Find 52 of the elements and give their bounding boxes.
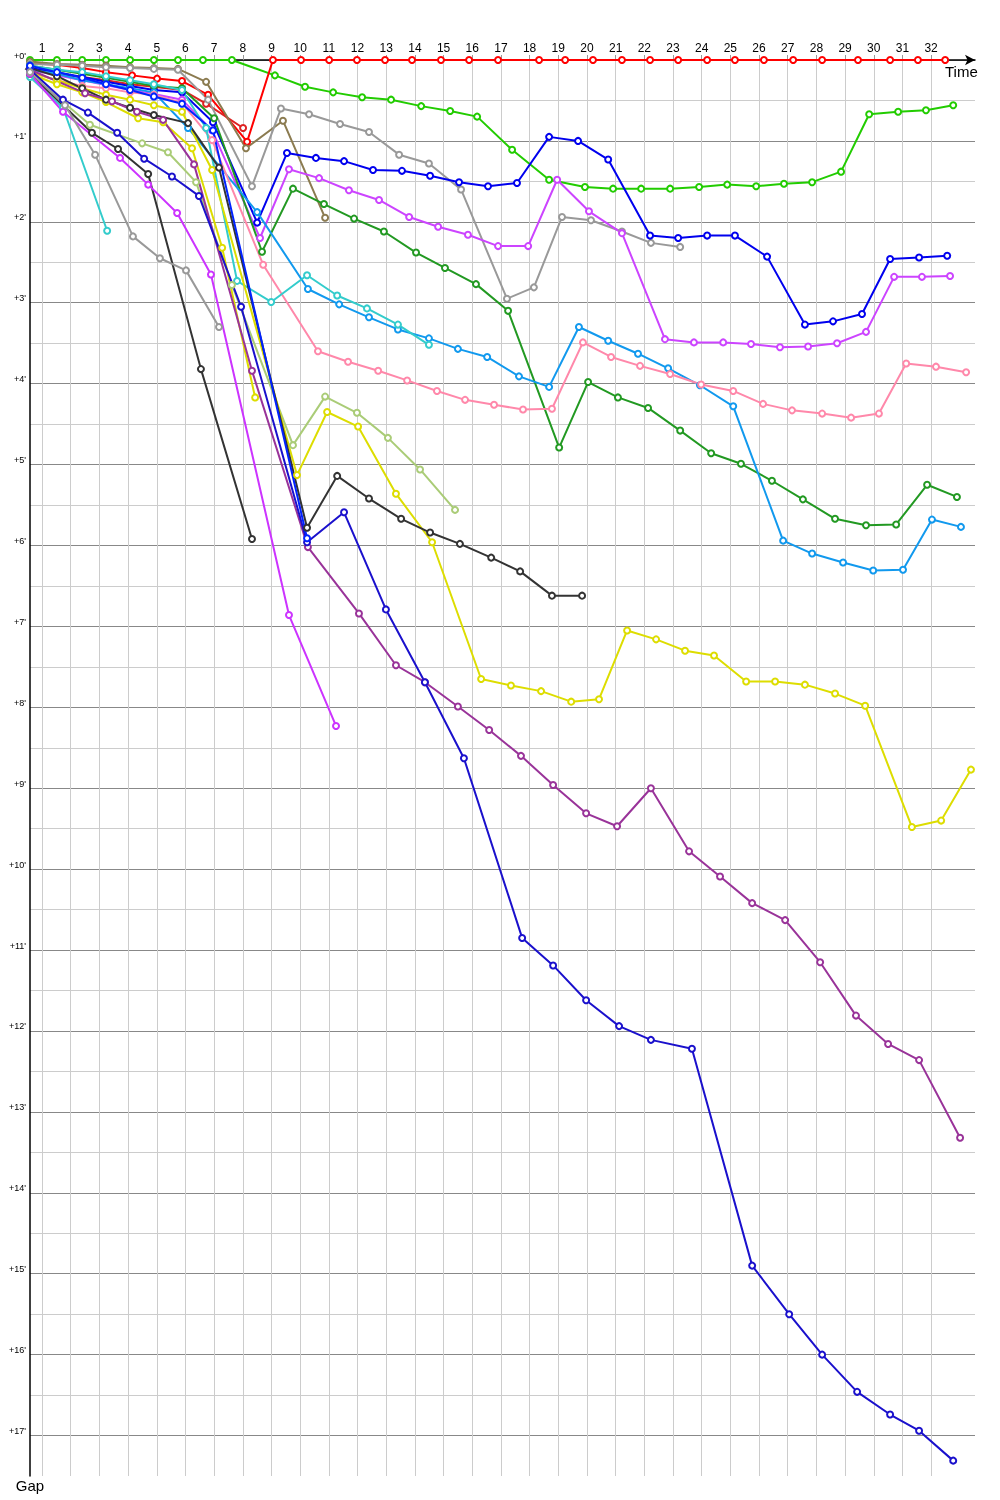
y-tick-label: +11'	[9, 940, 27, 951]
x-tick-label: 6	[182, 41, 190, 55]
x-tick-label: 19	[551, 41, 566, 55]
x-axis-title: Time	[945, 63, 978, 80]
y-tick-label: +7'	[14, 616, 27, 627]
y-tick-label: +3'	[14, 293, 27, 304]
x-tick-label: 22	[637, 41, 652, 55]
x-tick-label: 7	[210, 41, 218, 55]
y-tick-label: +4'	[14, 374, 27, 385]
y-tick-label: +10'	[9, 859, 27, 870]
x-tick-label: 11	[322, 41, 336, 55]
x-tick-label: 12	[350, 41, 365, 55]
x-tick-label: 16	[465, 41, 480, 55]
y-axis-title: Gap	[15, 1477, 45, 1494]
x-tick-label: 10	[293, 41, 308, 55]
y-tick-label: +12'	[9, 1021, 27, 1032]
x-tick-label: 24	[695, 41, 709, 55]
x-tick-label: 26	[752, 41, 767, 55]
x-tick-label: 18	[522, 41, 537, 55]
y-tick-label: +5'	[14, 455, 27, 466]
y-tick-label: +6'	[14, 535, 27, 546]
x-tick-label: 21	[608, 41, 623, 55]
y-tick-label: +0'	[14, 50, 27, 61]
x-tick-label: 28	[809, 41, 824, 55]
x-tick-label: 13	[379, 41, 394, 55]
y-tick-label: +8'	[14, 697, 27, 708]
x-tick-label: 8	[239, 41, 247, 55]
x-tick-label: 25	[723, 41, 738, 55]
y-tick-label: +2'	[14, 212, 27, 223]
x-tick-label: 23	[666, 41, 680, 55]
x-tick-label: 31	[895, 41, 910, 55]
x-tick-label: 20	[580, 41, 594, 55]
x-tick-label: 1	[38, 41, 46, 55]
x-tick-label: 3	[96, 41, 104, 55]
x-tick-label: 4	[124, 41, 132, 55]
y-tick-label: +17'	[9, 1426, 27, 1437]
x-tick-label: 32	[924, 41, 939, 55]
x-tick-label: 5	[153, 41, 161, 55]
x-tick-label: 14	[408, 41, 422, 55]
x-tick-label: 9	[268, 41, 276, 55]
x-tick-label: 17	[494, 41, 508, 55]
x-tick-label: 30	[867, 41, 881, 55]
x-tick-label: 27	[781, 41, 795, 55]
y-tick-label: +13'	[9, 1102, 27, 1113]
y-tick-label: +1'	[14, 131, 27, 142]
y-tick-label: +15'	[9, 1264, 27, 1275]
x-tick-label: 2	[67, 41, 75, 55]
y-tick-label: +16'	[9, 1345, 27, 1356]
x-tick-label: 29	[838, 41, 853, 55]
y-tick-label: +9'	[14, 778, 27, 789]
x-tick-label: 15	[436, 41, 451, 55]
y-tick-label: +14'	[9, 1183, 27, 1194]
